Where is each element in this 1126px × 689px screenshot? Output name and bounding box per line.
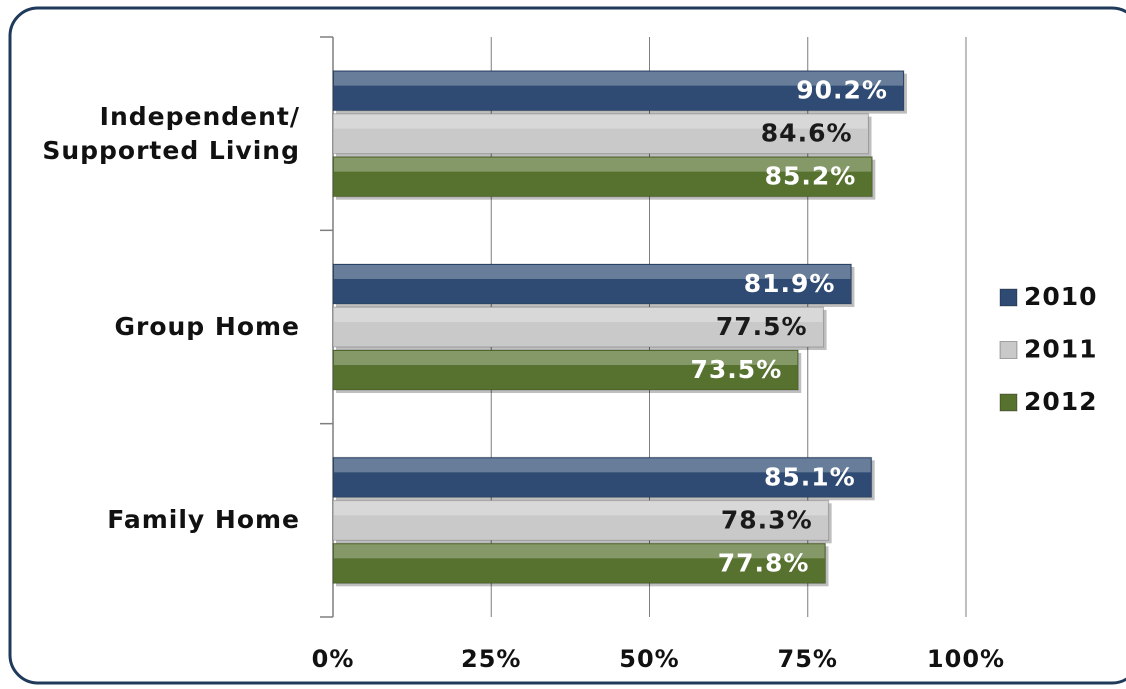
data-label: 85.2% [765, 162, 857, 191]
bar-highlight [334, 501, 828, 516]
bar [332, 70, 905, 112]
bar-highlight [334, 114, 868, 129]
legend-label: 2011 [1024, 335, 1098, 364]
bar-highlight [334, 544, 825, 559]
x-tick-label: 100% [927, 645, 1005, 673]
bar-highlight [334, 458, 871, 473]
bar [332, 113, 870, 155]
y-tick-label: Family Home [107, 505, 300, 535]
data-label: 77.5% [716, 312, 808, 341]
y-tick-label: Independent/ Supported Living [42, 101, 300, 165]
bar [332, 306, 825, 348]
data-label: 81.9% [744, 269, 836, 298]
legend-label: 2010 [1024, 282, 1098, 311]
legend-swatch [999, 288, 1018, 307]
x-tick-label: 25% [461, 645, 521, 673]
x-tick-label: 75% [778, 645, 838, 673]
bar [332, 542, 826, 584]
bar [332, 456, 873, 498]
bar-highlight [334, 351, 798, 365]
bar-highlight [334, 308, 823, 322]
legend-label: 2012 [1024, 387, 1098, 416]
bar [332, 263, 852, 305]
bar [332, 499, 830, 541]
legend-swatch [999, 393, 1018, 412]
x-tick-label: 50% [619, 645, 679, 673]
y-tick-label: Group Home [114, 312, 300, 341]
bar [332, 349, 799, 391]
bar [332, 156, 873, 198]
data-label: 84.6% [761, 119, 853, 148]
bar-highlight [334, 157, 872, 172]
data-label: 73.5% [691, 355, 783, 384]
legend-swatch [999, 341, 1018, 359]
x-tick-label: 0% [312, 645, 355, 673]
data-label: 78.3% [721, 505, 813, 534]
bar-highlight [334, 71, 903, 86]
data-label: 85.1% [764, 462, 856, 491]
data-label: 90.2% [796, 76, 888, 105]
bar-highlight [334, 265, 851, 279]
data-label: 77.8% [718, 548, 810, 577]
